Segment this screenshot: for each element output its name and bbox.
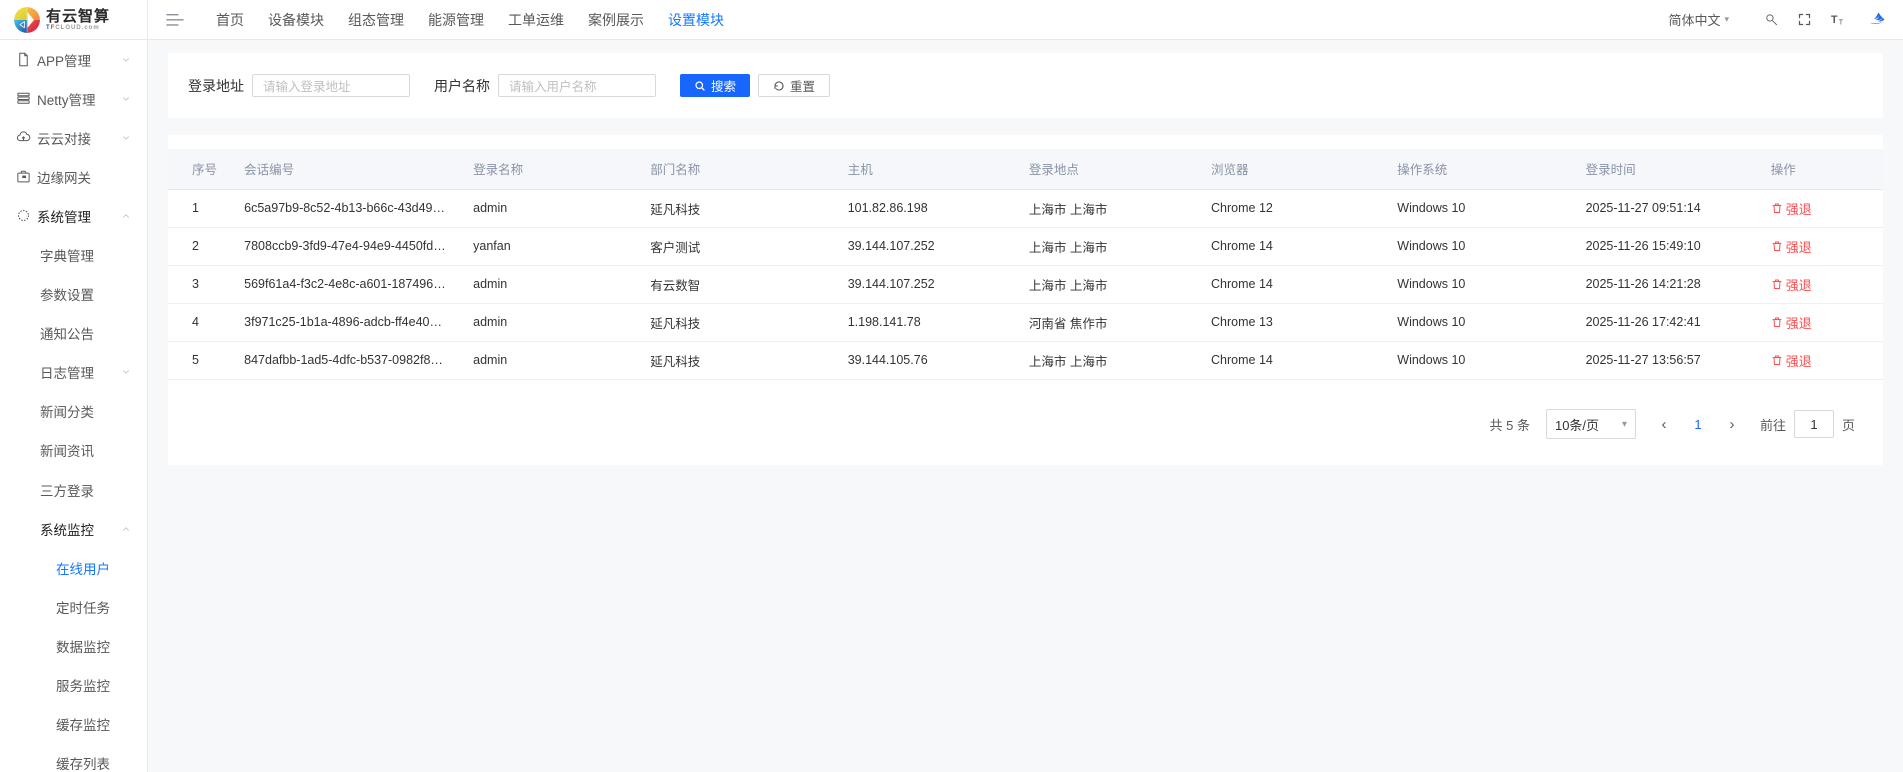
svg-text:T: T bbox=[1831, 14, 1838, 26]
svg-text:T: T bbox=[1839, 18, 1844, 26]
